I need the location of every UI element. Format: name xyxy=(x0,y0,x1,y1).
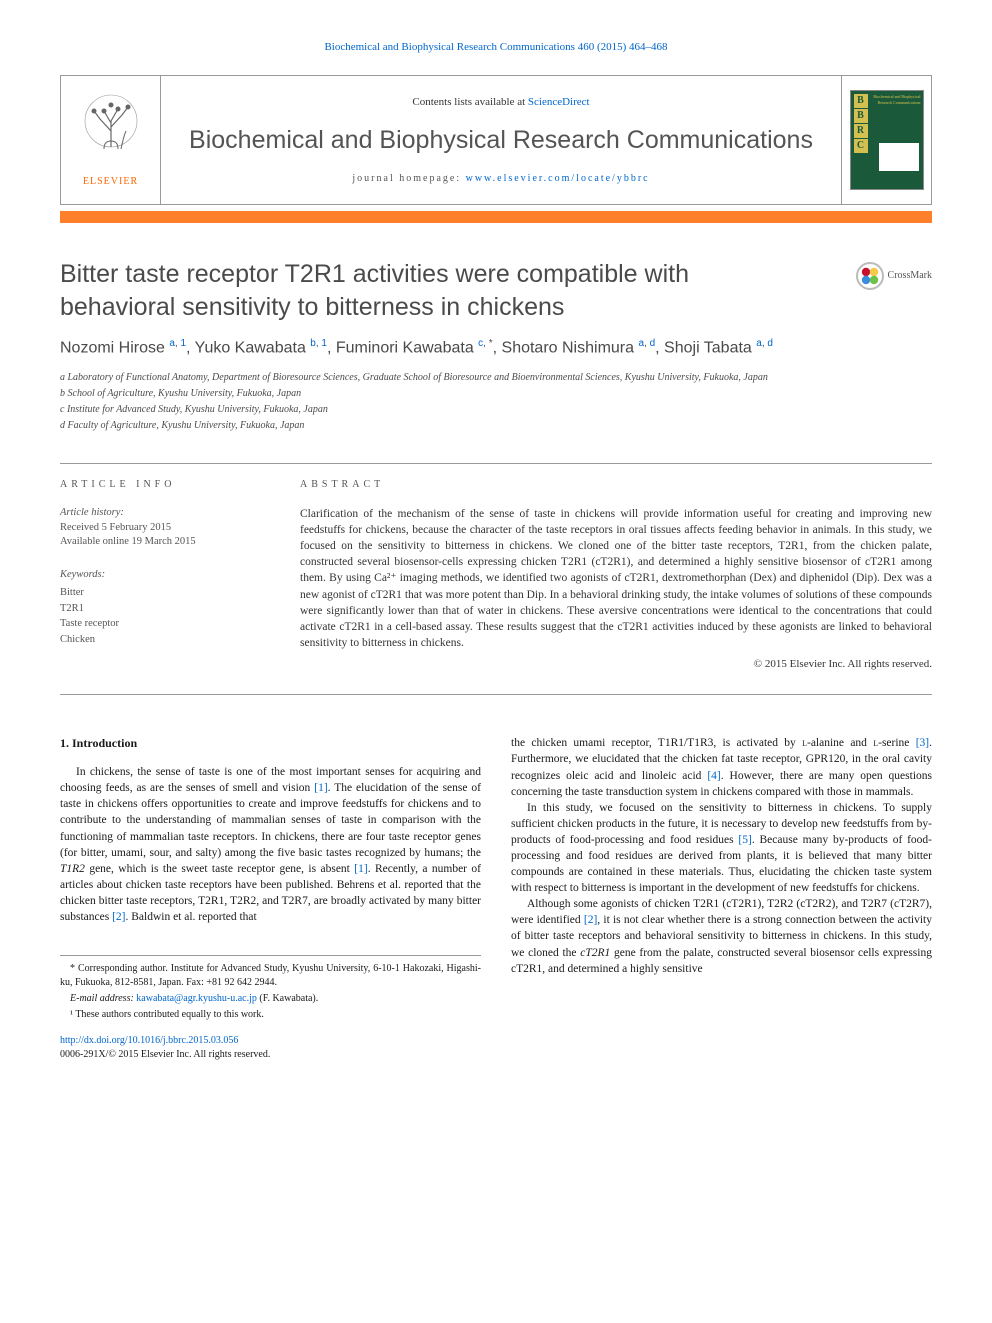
journal-homepage: journal homepage: www.elsevier.com/locat… xyxy=(352,172,649,186)
journal-title: Biochemical and Biophysical Research Com… xyxy=(189,123,813,158)
article-header: CrossMark Bitter taste receptor T2R1 act… xyxy=(60,258,932,433)
right-column: the chicken umami receptor, T1R1/T1R3, i… xyxy=(511,735,932,1062)
sciencedirect-link[interactable]: ScienceDirect xyxy=(528,96,590,108)
affiliation: d Faculty of Agriculture, Kyushu Univers… xyxy=(60,418,932,433)
article-info-header: ARTICLE INFO xyxy=(60,478,270,492)
online-date: Available online 19 March 2015 xyxy=(60,535,270,550)
cover-letter: R xyxy=(854,124,868,138)
cover-mini-title: Biochemical and Biophysical Research Com… xyxy=(871,94,921,105)
contents-line: Contents lists available at ScienceDirec… xyxy=(412,95,589,110)
affiliations: a Laboratory of Functional Anatomy, Depa… xyxy=(60,370,932,433)
email-line: E-mail address: kawabata@agr.kyushu-u.ac… xyxy=(60,992,481,1006)
doi-block: http://dx.doi.org/10.1016/j.bbrc.2015.03… xyxy=(60,1034,481,1062)
article-history: Article history: Received 5 February 201… xyxy=(60,506,270,550)
equal-contribution: ¹ These authors contributed equally to t… xyxy=(60,1008,481,1022)
elsevier-tree-icon xyxy=(76,91,146,171)
crossmark-label: CrossMark xyxy=(888,269,932,283)
keyword: T2R1 xyxy=(60,601,270,617)
elsevier-logo: ELSEVIER xyxy=(61,76,161,204)
cover-inset xyxy=(879,143,919,171)
abstract-header: ABSTRACT xyxy=(300,478,932,492)
footnotes: * Corresponding author. Institute for Ad… xyxy=(60,955,481,1022)
divider xyxy=(60,694,932,695)
received-date: Received 5 February 2015 xyxy=(60,521,270,536)
email-suffix: (F. Kawabata). xyxy=(257,993,318,1004)
body-paragraph: Although some agonists of chicken T2R1 (… xyxy=(511,896,932,976)
elsevier-text: ELSEVIER xyxy=(83,175,138,189)
doi-link[interactable]: http://dx.doi.org/10.1016/j.bbrc.2015.03… xyxy=(60,1035,238,1046)
corresponding-author: * Corresponding author. Institute for Ad… xyxy=(60,962,481,990)
header-center: Contents lists available at ScienceDirec… xyxy=(161,76,841,204)
email-link[interactable]: kawabata@agr.kyushu-u.ac.jp xyxy=(136,993,257,1004)
affiliation: b School of Agriculture, Kyushu Universi… xyxy=(60,386,932,401)
journal-header-box: ELSEVIER Contents lists available at Sci… xyxy=(60,75,932,205)
cover-image: B B R C Biochemical and Biophysical Rese… xyxy=(850,90,924,190)
cover-letter: C xyxy=(854,139,868,153)
history-label: Article history: xyxy=(60,506,270,521)
cover-letter: B xyxy=(854,94,868,108)
abstract-copyright: © 2015 Elsevier Inc. All rights reserved… xyxy=(300,657,932,672)
keyword: Chicken xyxy=(60,632,270,648)
crossmark-icon xyxy=(856,262,884,290)
abstract-col: ABSTRACT Clarification of the mechanism … xyxy=(300,478,932,672)
journal-cover-thumb: B B R C Biochemical and Biophysical Rese… xyxy=(841,76,931,204)
contents-prefix: Contents lists available at xyxy=(412,96,527,108)
keyword: Bitter xyxy=(60,585,270,601)
body-columns: 1. Introduction In chickens, the sense o… xyxy=(60,735,932,1062)
article-title: Bitter taste receptor T2R1 activities we… xyxy=(60,258,932,323)
left-column: 1. Introduction In chickens, the sense o… xyxy=(60,735,481,1062)
keywords-list: Bitter T2R1 Taste receptor Chicken xyxy=(60,585,270,648)
abstract-text: Clarification of the mechanism of the se… xyxy=(300,506,932,651)
author-list: Nozomi Hirose a, 1, Yuko Kawabata b, 1, … xyxy=(60,337,932,360)
crossmark-badge[interactable]: CrossMark xyxy=(856,262,932,290)
running-header: Biochemical and Biophysical Research Com… xyxy=(60,40,932,55)
affiliation: c Institute for Advanced Study, Kyushu U… xyxy=(60,402,932,417)
keywords-label: Keywords: xyxy=(60,568,270,583)
homepage-link[interactable]: www.elsevier.com/locate/ybbrc xyxy=(466,173,650,184)
info-abstract-row: ARTICLE INFO Article history: Received 5… xyxy=(60,478,932,672)
cover-letter: B xyxy=(854,109,868,123)
article-info-col: ARTICLE INFO Article history: Received 5… xyxy=(60,478,270,672)
homepage-prefix: journal homepage: xyxy=(352,173,465,184)
running-header-link[interactable]: Biochemical and Biophysical Research Com… xyxy=(324,41,667,53)
email-label: E-mail address: xyxy=(70,993,136,1004)
orange-accent-bar xyxy=(60,211,932,223)
affiliation: a Laboratory of Functional Anatomy, Depa… xyxy=(60,370,932,385)
issn-copyright: 0006-291X/© 2015 Elsevier Inc. All right… xyxy=(60,1048,481,1062)
body-paragraph: In this study, we focused on the sensiti… xyxy=(511,800,932,897)
body-paragraph: In chickens, the sense of taste is one o… xyxy=(60,764,481,925)
section-heading: 1. Introduction xyxy=(60,735,481,752)
divider xyxy=(60,463,932,464)
body-paragraph: the chicken umami receptor, T1R1/T1R3, i… xyxy=(511,735,932,799)
keyword: Taste receptor xyxy=(60,616,270,632)
